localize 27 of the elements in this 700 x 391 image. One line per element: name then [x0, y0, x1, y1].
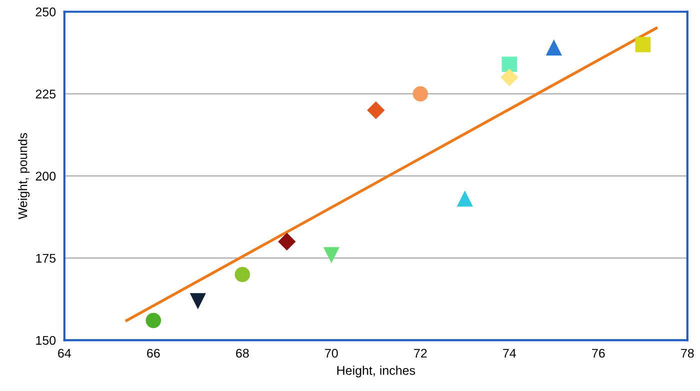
- y-tick-label: 200: [36, 172, 56, 181]
- y-tick-label: 175: [36, 254, 56, 263]
- point: [546, 40, 562, 56]
- point: [367, 102, 384, 119]
- x-tick-label: 64: [58, 348, 71, 358]
- x-tick-label: 70: [325, 348, 338, 358]
- x-tick-label: 74: [503, 348, 516, 358]
- point: [502, 56, 518, 72]
- point: [635, 36, 651, 52]
- x-tick-label: 76: [592, 348, 605, 358]
- point: [190, 293, 206, 308]
- point: [324, 247, 340, 262]
- x-tick-label: 68: [236, 348, 249, 358]
- point: [457, 191, 473, 207]
- point: [278, 233, 296, 250]
- point: [412, 86, 428, 102]
- point: [146, 312, 162, 328]
- y-tick-label: 250: [36, 8, 56, 16]
- y-axis-title: Weight, pounds: [18, 133, 30, 220]
- x-tick-label: 72: [414, 348, 427, 358]
- point: [500, 68, 518, 86]
- y-tick-label: 225: [36, 90, 56, 98]
- x-tick-label: 66: [147, 348, 160, 358]
- y-tick-label: 150: [36, 336, 56, 345]
- point: [234, 266, 250, 282]
- x-tick-label: 78: [681, 348, 694, 358]
- x-axis-title: Height, inches: [337, 366, 416, 378]
